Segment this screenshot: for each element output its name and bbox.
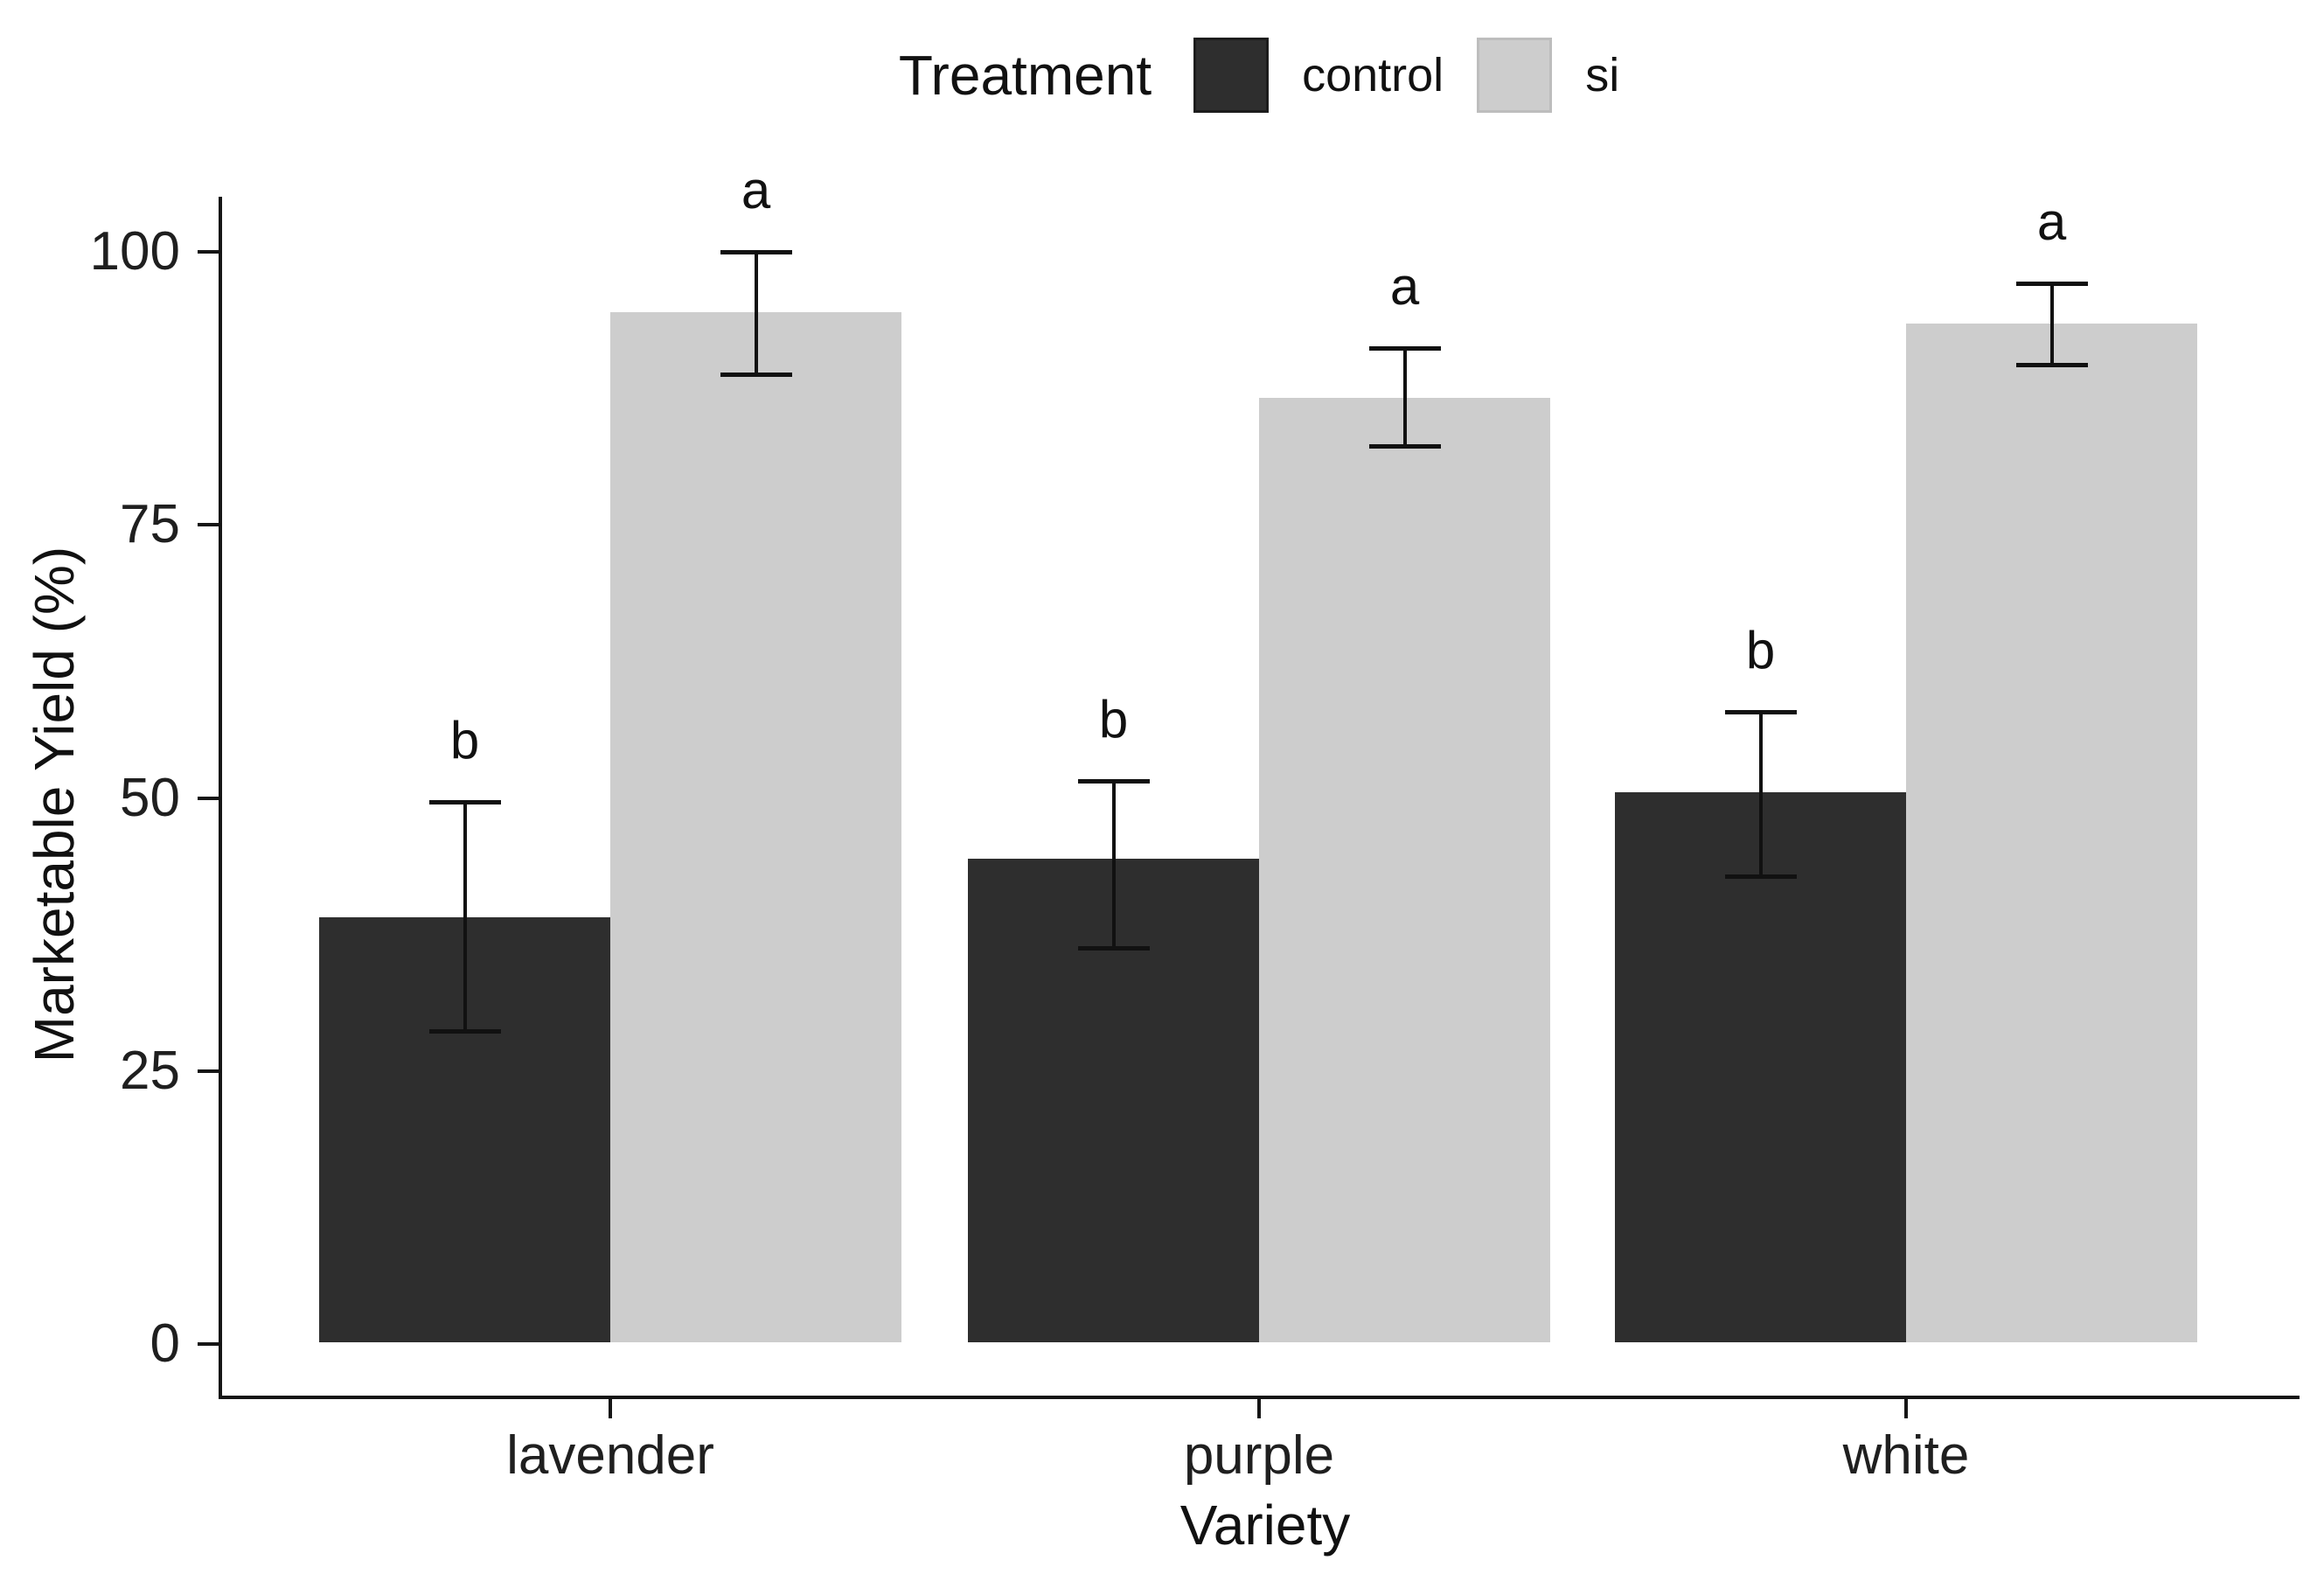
errorbar-cap-top-control-purple [1077, 778, 1150, 784]
errorbar-line-si-lavender [754, 252, 758, 374]
y-tick-label-0: 0 [150, 1313, 180, 1374]
x-axis-line [219, 1396, 2300, 1399]
x-tick-label-purple: purple [1183, 1425, 1335, 1486]
x-tick-lavender [609, 1399, 612, 1418]
legend-swatch-si [1477, 38, 1553, 113]
x-tick-purple [1257, 1399, 1261, 1418]
errorbar-cap-top-si-white [2015, 282, 2088, 287]
bar-si-lavender [610, 311, 901, 1342]
errorbar-cap-bottom-control-purple [1077, 945, 1150, 951]
errorbar-line-control-purple [1111, 780, 1116, 948]
errorbar-cap-bottom-control-white [1724, 874, 1797, 880]
y-tick-label-75: 75 [120, 494, 180, 555]
x-tick-label-lavender: lavender [506, 1425, 714, 1486]
y-tick-label-25: 25 [120, 1040, 180, 1101]
legend-item-control: control [1193, 38, 1444, 113]
bar-si-purple [1259, 398, 1550, 1342]
errorbar-line-control-white [1758, 711, 1763, 877]
errorbar-line-si-white [2049, 283, 2054, 365]
errorbar-cap-top-control-white [1724, 709, 1797, 714]
errorbar-cap-bottom-si-white [2015, 362, 2088, 367]
errorbar-cap-top-si-lavender [720, 250, 792, 254]
sig-letter-si-purple: a [1389, 256, 1420, 316]
x-axis-title: Variety [1179, 1494, 1351, 1557]
y-tick-0 [198, 1342, 219, 1346]
legend-label-si: si [1585, 49, 1620, 101]
legend: Treatment control si [221, 35, 2297, 115]
sig-letter-control-purple: b [1098, 689, 1129, 749]
y-tick-label-50: 50 [120, 767, 180, 828]
errorbar-cap-top-control-lavender [428, 800, 501, 805]
sig-letter-si-lavender: a [741, 161, 771, 219]
x-tick-label-white: white [1842, 1425, 1970, 1486]
bar-si-white [1906, 324, 2197, 1342]
y-tick-25 [198, 1069, 219, 1073]
x-tick-white [1904, 1399, 1908, 1418]
legend-title: Treatment [898, 44, 1152, 107]
legend-swatch-control [1193, 38, 1270, 113]
y-axis-line [219, 197, 222, 1397]
errorbar-cap-bottom-si-purple [1368, 444, 1441, 449]
sig-letter-si-white: a [2036, 192, 2067, 252]
y-tick-75 [198, 523, 219, 527]
y-tick-label-100: 100 [89, 221, 180, 282]
errorbar-cap-bottom-si-lavender [720, 372, 792, 377]
legend-item-si: si [1477, 38, 1619, 113]
sig-letter-control-lavender: b [449, 711, 480, 770]
errorbar-cap-bottom-control-lavender [428, 1028, 501, 1034]
errorbar-line-si-purple [1402, 347, 1407, 447]
errorbar-line-control-lavender [463, 802, 467, 1031]
bar-control-white [1615, 792, 1906, 1342]
sig-letter-control-white: b [1745, 620, 1776, 679]
y-tick-100 [198, 250, 219, 254]
errorbar-cap-top-si-purple [1368, 345, 1441, 351]
y-tick-50 [198, 796, 219, 800]
legend-label-control: control [1302, 49, 1444, 101]
